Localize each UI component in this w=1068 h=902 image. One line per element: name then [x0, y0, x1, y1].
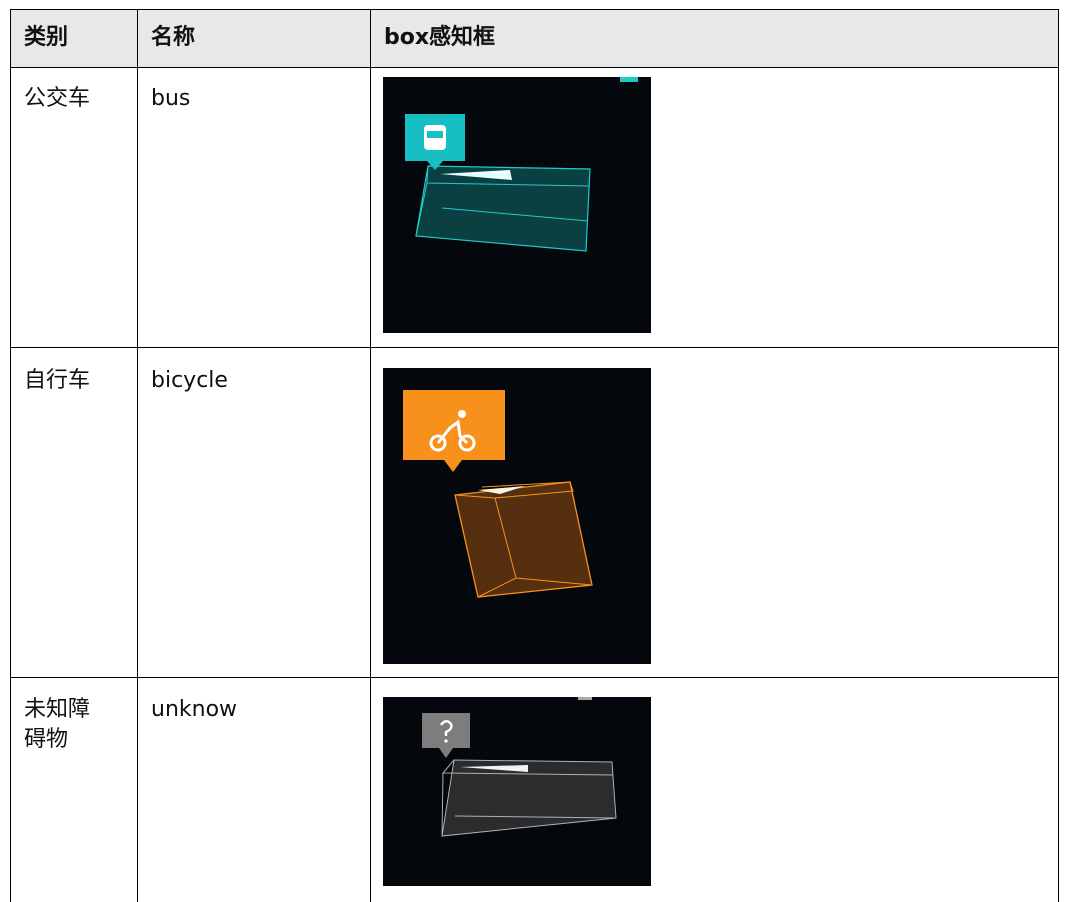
label-pointer — [439, 748, 453, 758]
box-edge — [454, 494, 496, 499]
header-bg — [10, 10, 1058, 67]
bike-icon — [458, 410, 466, 418]
border — [137, 9, 138, 902]
border — [10, 9, 11, 902]
category-cell: 未知障碍物 — [24, 697, 91, 752]
bus-box — [415, 165, 591, 252]
box-edge — [441, 207, 589, 222]
box-edge — [415, 182, 428, 237]
box-edge — [477, 577, 517, 598]
box-edge — [481, 481, 593, 586]
decor — [578, 697, 592, 700]
header-cell: 名称 — [151, 25, 196, 50]
bicycle-box — [454, 481, 593, 598]
bike-icon — [429, 434, 447, 452]
heading-arrow — [478, 486, 525, 494]
border — [1058, 9, 1059, 902]
border — [10, 67, 1059, 68]
heading-arrow — [440, 170, 512, 180]
bike-icon — [458, 434, 476, 452]
heading-arrow — [460, 765, 528, 772]
border — [10, 9, 1059, 10]
bus-icon — [427, 131, 443, 138]
header-cell: box感知框 — [384, 25, 496, 50]
label-tag — [422, 713, 470, 748]
border — [10, 677, 1059, 678]
decor — [620, 77, 638, 82]
name-cell: unknow — [151, 697, 238, 722]
border — [10, 347, 1059, 348]
category-cell: 公交车 — [24, 86, 91, 111]
box-edge — [441, 772, 444, 837]
label-pointer — [444, 460, 462, 472]
question-icon — [440, 720, 453, 736]
bike-icon — [436, 419, 469, 445]
label-pointer — [427, 161, 443, 170]
question-icon — [444, 739, 448, 743]
header-cell: 类别 — [24, 25, 69, 50]
name-cell: bus — [151, 86, 191, 111]
name-cell: bicycle — [151, 368, 228, 393]
box-edge — [454, 815, 615, 819]
category-cell: 自行车 — [24, 368, 91, 393]
border — [370, 9, 371, 902]
